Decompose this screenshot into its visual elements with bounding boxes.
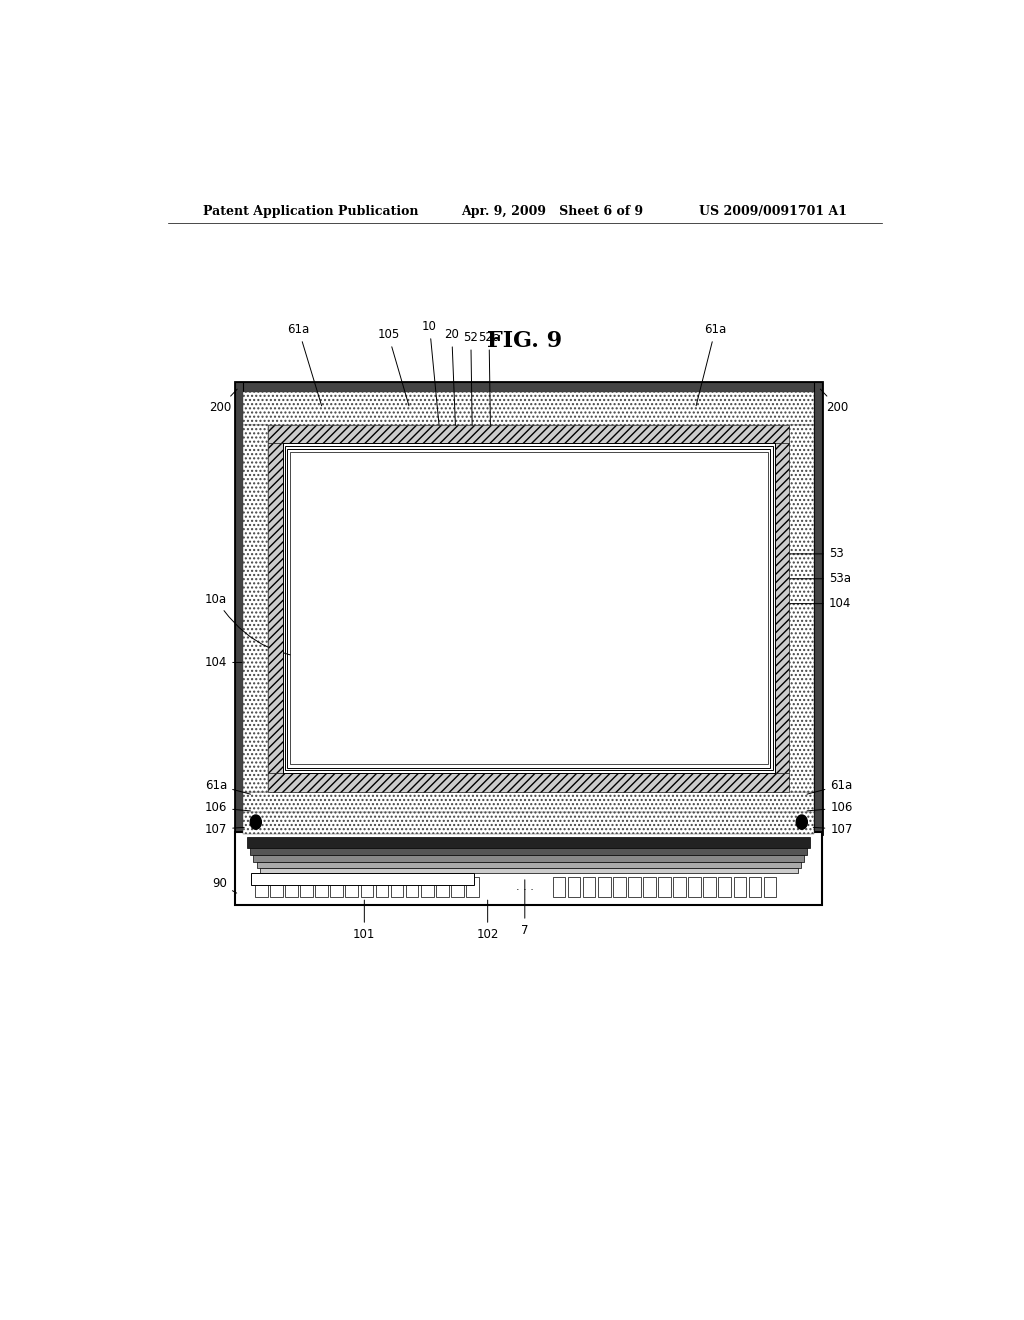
Bar — [583, 876, 595, 898]
Bar — [598, 876, 610, 898]
Bar — [703, 876, 716, 898]
Bar — [436, 876, 449, 898]
Bar — [236, 381, 243, 834]
Text: 10a: 10a — [205, 593, 328, 659]
Bar — [290, 453, 768, 764]
Bar — [270, 876, 283, 898]
Text: 102: 102 — [476, 900, 499, 941]
Bar — [287, 449, 770, 768]
Bar — [673, 876, 686, 898]
Circle shape — [250, 814, 261, 829]
Text: 200: 200 — [209, 389, 238, 414]
Bar — [391, 876, 403, 898]
Bar — [719, 876, 731, 898]
Bar — [775, 444, 790, 774]
Text: . . .: . . . — [516, 882, 534, 892]
Text: 53a: 53a — [783, 573, 851, 585]
Text: 20: 20 — [444, 329, 459, 432]
Text: 101: 101 — [353, 900, 376, 941]
Bar — [749, 876, 761, 898]
Bar — [236, 824, 822, 834]
Bar — [257, 862, 801, 867]
Bar — [315, 876, 328, 898]
Text: 104: 104 — [777, 597, 851, 610]
Bar — [300, 876, 313, 898]
Text: Apr. 9, 2009   Sheet 6 of 9: Apr. 9, 2009 Sheet 6 of 9 — [461, 205, 643, 218]
Bar — [251, 873, 474, 886]
Text: US 2009/0091701 A1: US 2009/0091701 A1 — [699, 205, 848, 218]
Bar — [268, 444, 283, 774]
Text: 106: 106 — [807, 801, 853, 814]
Bar — [268, 425, 790, 444]
Bar — [451, 876, 464, 898]
Text: 107: 107 — [205, 822, 245, 836]
Bar — [567, 876, 581, 898]
Bar — [243, 392, 814, 425]
Bar — [331, 876, 343, 898]
Bar — [406, 876, 419, 898]
Bar — [243, 812, 814, 834]
Bar — [814, 381, 822, 834]
Bar — [733, 876, 746, 898]
Text: 105: 105 — [377, 329, 409, 405]
Text: 61a: 61a — [205, 779, 251, 795]
Text: 7: 7 — [521, 879, 528, 937]
Text: 10: 10 — [422, 321, 439, 432]
Bar — [253, 854, 804, 862]
Bar — [250, 847, 807, 854]
Bar — [236, 381, 822, 392]
Bar — [688, 876, 701, 898]
Bar — [255, 876, 267, 898]
Text: Patent Application Publication: Patent Application Publication — [204, 205, 419, 218]
Bar — [658, 876, 671, 898]
Bar — [421, 876, 433, 898]
Bar — [466, 876, 479, 898]
Bar — [285, 446, 772, 771]
Circle shape — [797, 814, 807, 829]
Bar — [243, 425, 268, 792]
Text: 61a: 61a — [696, 323, 726, 405]
Bar — [613, 876, 626, 898]
Bar — [376, 876, 388, 898]
Text: 52: 52 — [464, 331, 478, 440]
Bar — [283, 444, 775, 774]
Bar — [553, 876, 565, 898]
Text: 61a: 61a — [807, 779, 853, 795]
Bar — [764, 876, 776, 898]
Text: 107: 107 — [813, 822, 853, 836]
Text: 61a: 61a — [288, 323, 322, 405]
Bar — [260, 867, 798, 873]
Bar — [628, 876, 641, 898]
Bar — [360, 876, 373, 898]
Bar — [268, 774, 790, 792]
Bar — [790, 425, 814, 792]
Bar — [247, 837, 811, 847]
Bar — [285, 876, 298, 898]
Bar — [345, 876, 358, 898]
Text: 200: 200 — [820, 389, 849, 414]
Text: 106: 106 — [205, 801, 251, 814]
Bar — [236, 833, 822, 906]
Bar — [643, 876, 655, 898]
Text: 104: 104 — [205, 656, 242, 669]
Text: 53: 53 — [784, 548, 844, 561]
Bar — [243, 792, 814, 824]
Text: 90: 90 — [212, 876, 237, 894]
Bar — [236, 381, 822, 834]
Text: FIG. 9: FIG. 9 — [487, 330, 562, 352]
Text: 52a: 52a — [478, 331, 500, 440]
